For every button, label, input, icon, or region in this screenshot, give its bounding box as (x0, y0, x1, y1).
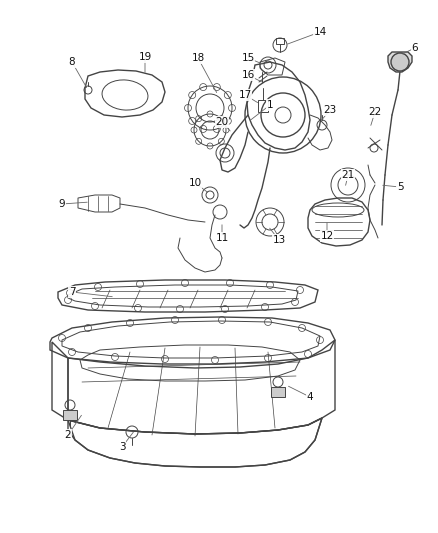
Text: 8: 8 (69, 57, 75, 67)
Text: 20: 20 (215, 117, 229, 127)
Text: 14: 14 (313, 27, 327, 37)
Text: 17: 17 (238, 90, 251, 100)
Text: 3: 3 (119, 442, 125, 452)
Text: 18: 18 (191, 53, 205, 63)
Text: 7: 7 (69, 287, 75, 297)
Polygon shape (271, 387, 285, 397)
Text: 5: 5 (397, 182, 403, 192)
Text: 10: 10 (188, 178, 201, 188)
Text: 1: 1 (267, 100, 273, 110)
Circle shape (391, 53, 409, 71)
Text: 12: 12 (320, 231, 334, 241)
Text: 15: 15 (241, 53, 254, 63)
Text: 19: 19 (138, 52, 152, 62)
Text: 13: 13 (272, 235, 286, 245)
Polygon shape (388, 52, 412, 72)
Text: 4: 4 (307, 392, 313, 402)
Text: 21: 21 (341, 170, 355, 180)
Text: 23: 23 (323, 105, 337, 115)
Polygon shape (63, 410, 77, 420)
Text: 22: 22 (368, 107, 381, 117)
Text: 2: 2 (65, 430, 71, 440)
Text: 16: 16 (241, 70, 254, 80)
Text: 9: 9 (59, 199, 65, 209)
Text: 6: 6 (412, 43, 418, 53)
Text: 11: 11 (215, 233, 229, 243)
